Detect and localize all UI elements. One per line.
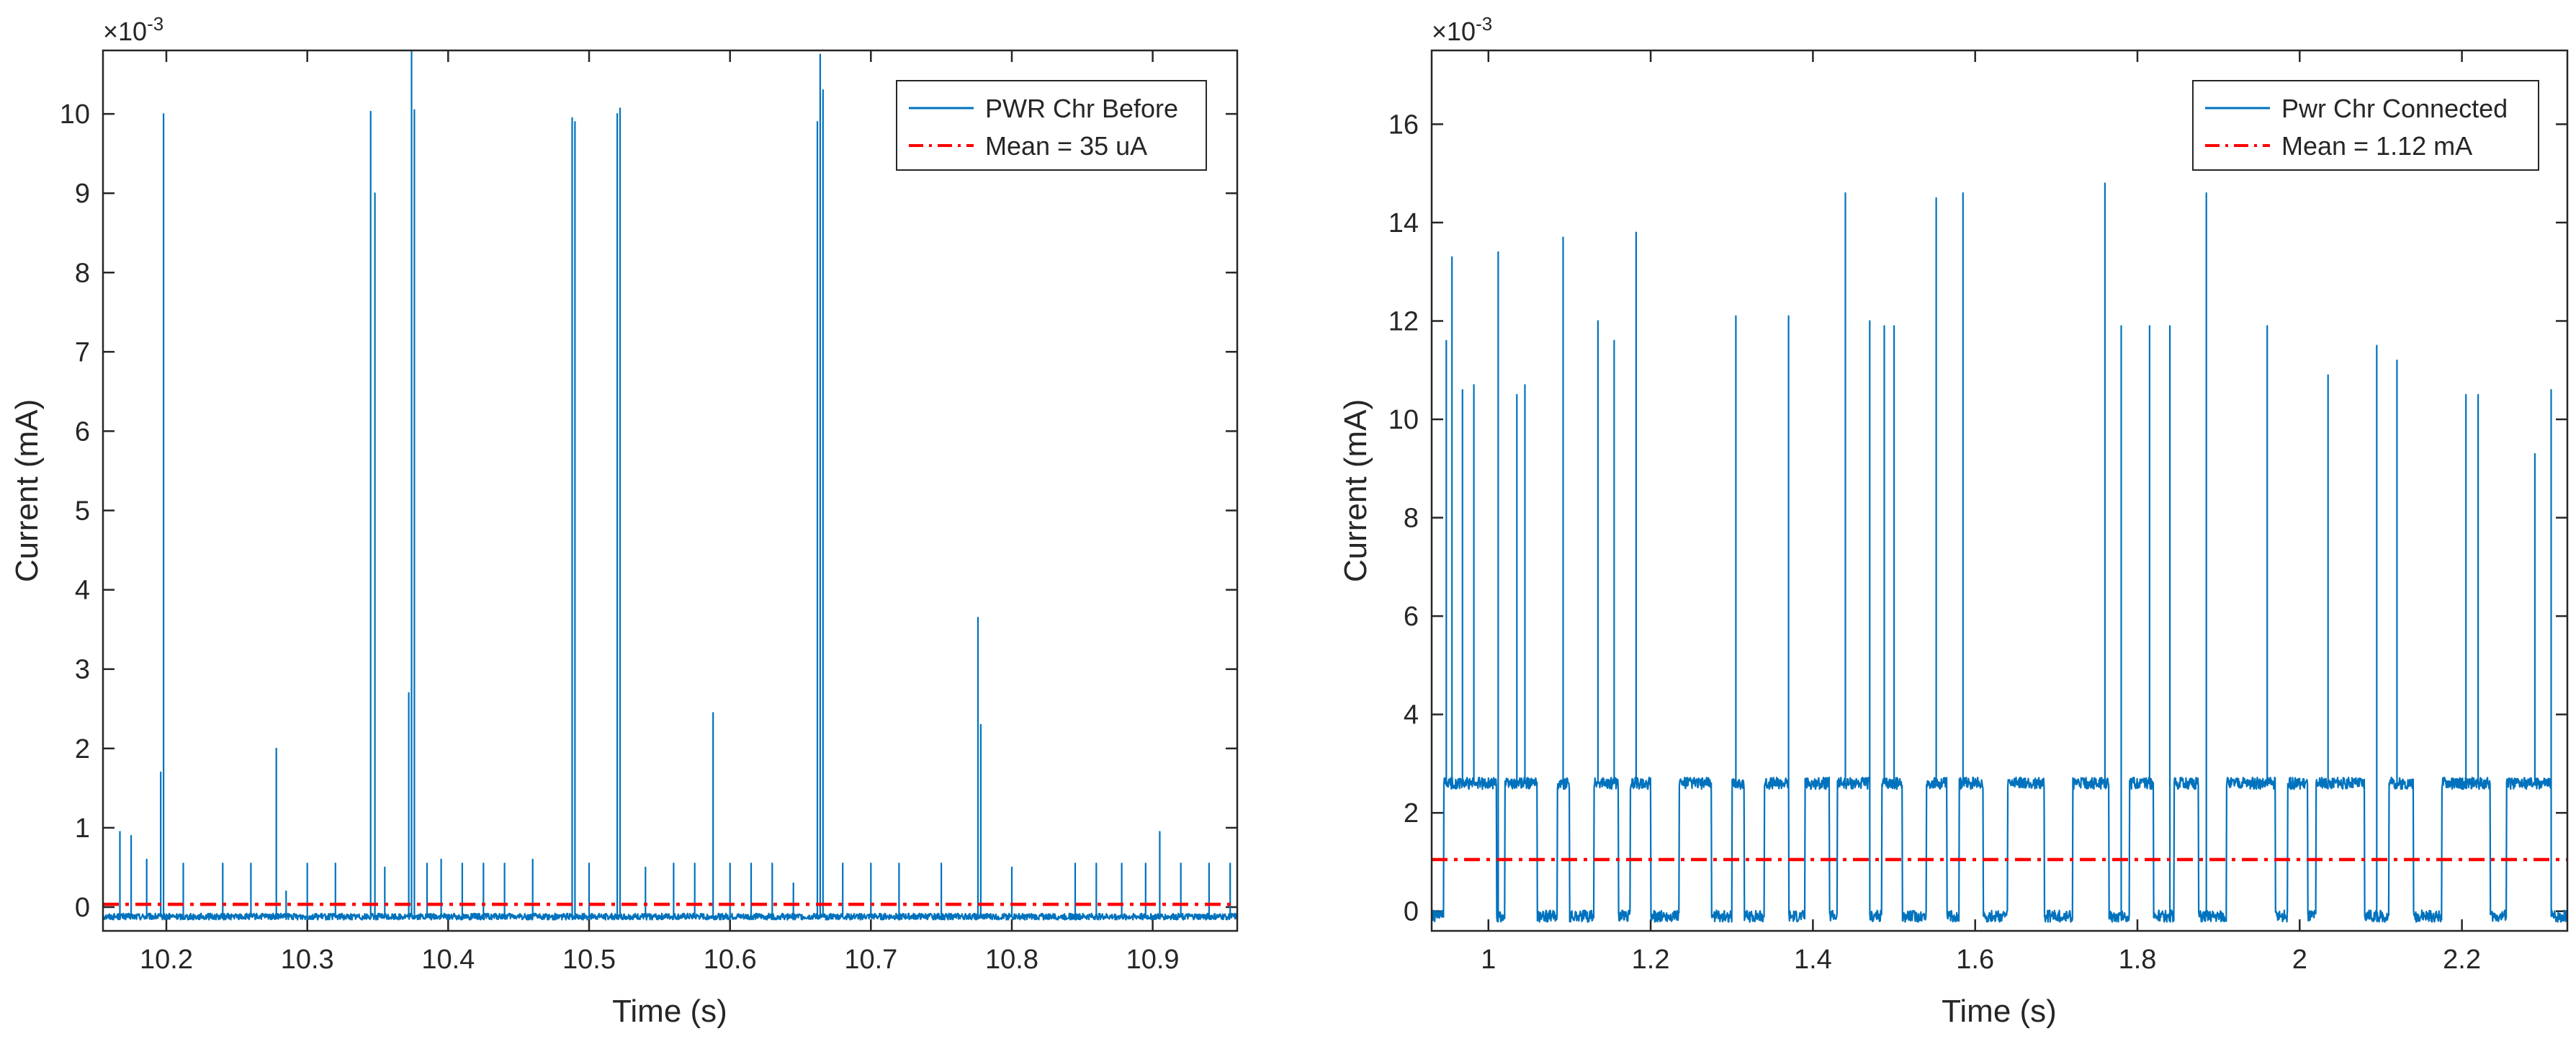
y-tick-label: 7 [75,337,90,367]
x-tick-label: 1.6 [1956,945,1994,975]
y-tick-label: 0 [75,893,90,923]
data-series [1432,182,2567,923]
legend-entry-mean: Mean = 1.12 mA [2281,131,2472,161]
y-axis-label: Current (mA) [1338,399,1373,582]
x-tick-label: 1.2 [1632,945,1670,975]
plot-area [103,50,1237,931]
x-axis-label: Time (s) [1942,994,2057,1029]
tick-labels: 10.2 10.3 10.4 10.5 10.6 10.7 10.8 10.9 0 1 2 3 4 5 6 7… [60,99,1180,975]
x-tick-label: 1 [1481,945,1496,975]
legend-box [896,80,1207,171]
axes-box [102,49,1239,932]
series-line [1432,182,2567,923]
y-tick-label: 4 [1404,700,1419,731]
legend-entry-series-1: PWR Chr Before [985,94,1178,123]
y-exponent-label: ×10-3 [103,13,163,46]
y-tick-label: 12 [1388,307,1419,337]
axes-box [1430,49,2569,932]
y-tick-label: 4 [75,576,90,606]
x-tick-label: 2.2 [2443,945,2481,975]
legend-entry-series-1: Pwr Chr Connected [2281,94,2508,123]
y-tick-label: 2 [75,734,90,764]
y-tick-label: 6 [75,416,90,447]
y-tick-label: 8 [75,258,90,288]
legend: PWR Chr Before Mean = 35 uA [896,80,1207,171]
y-tick-label: 5 [75,496,90,527]
y-tick-label: 1 [75,813,90,844]
x-tick-label: 1.8 [2119,945,2157,975]
y-tick-label: 6 [1404,602,1419,632]
x-tick-label: 10.9 [1126,945,1180,975]
x-tick-label: 10.6 [704,945,757,975]
legend: Pwr Chr Connected Mean = 1.12 mA [2192,80,2539,171]
series-line [103,50,1237,921]
tick-labels: 1 1.2 1.4 1.6 1.8 2 2.2 0 2 4 6 8 10 12 14 16 [1388,110,2481,975]
left-chart-panel: 10.2 10.3 10.4 10.5 10.6 10.7 10.8 10.9 0 1 2 3 4 5 6 7… [9,13,1239,1029]
y-axis-label: Current (mA) [9,399,45,582]
right-chart-panel: 1 1.2 1.4 1.6 1.8 2 2.2 0 2 4 6 8 10 12 14 16 ×10-3 Tim… [1338,13,2569,1029]
y-tick-label: 16 [1388,110,1419,140]
legend-box [2192,80,2539,171]
tick-marks [1432,50,2567,931]
y-tick-label: 8 [1404,504,1419,534]
plot-area [1432,50,2567,931]
y-tick-label: 3 [75,655,90,685]
y-tick-label: 14 [1388,208,1419,238]
legend-entry-mean: Mean = 35 uA [985,131,1147,161]
y-tick-label: 10 [60,99,90,130]
x-tick-label: 1.4 [1794,945,1832,975]
x-tick-label: 10.4 [421,945,475,975]
y-tick-label: 2 [1404,798,1419,829]
x-axis-label: Time (s) [612,994,727,1029]
tick-marks [103,50,1237,931]
x-tick-label: 10.3 [281,945,334,975]
x-tick-label: 10.5 [562,945,616,975]
y-tick-label: 10 [1388,405,1419,435]
data-series [103,50,1237,921]
x-tick-label: 10.8 [985,945,1038,975]
y-exponent-label: ×10-3 [1432,13,1492,46]
x-tick-label: 2 [2292,945,2307,975]
y-tick-label: 9 [75,179,90,209]
y-tick-label: 0 [1404,897,1419,927]
x-tick-label: 10.2 [140,945,193,975]
x-tick-label: 10.7 [844,945,897,975]
